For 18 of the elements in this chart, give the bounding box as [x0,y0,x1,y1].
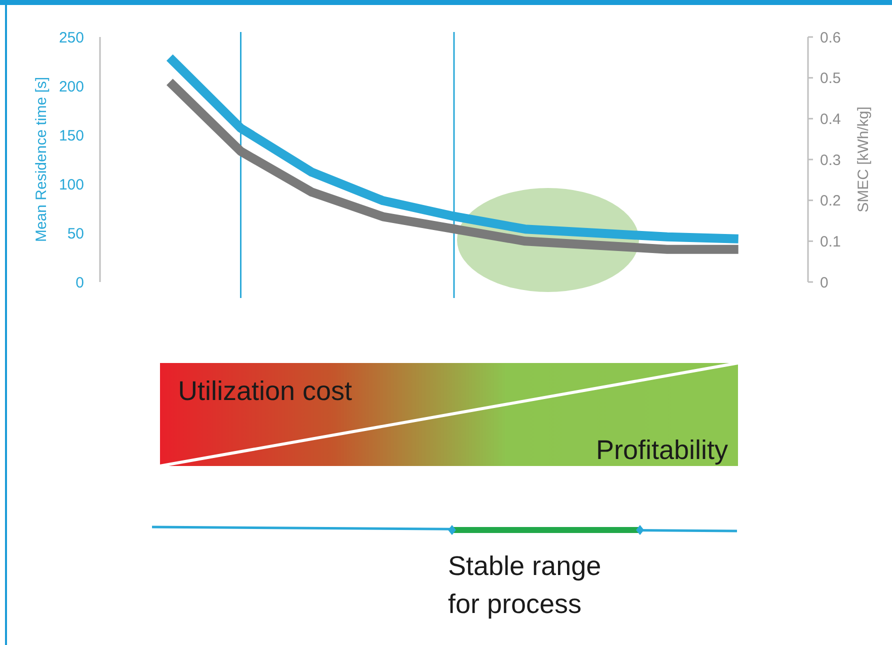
y-tick-label: 0 [76,274,84,292]
y-axis-title: Mean Residence time [s] [33,76,50,242]
y2-tick-label: 0.3 [820,152,841,169]
y2-tick-label: 0.2 [820,192,841,210]
text: Profitability [596,435,728,465]
y2-tick-label: 0.6 [820,29,841,46]
y2-tick-label: 0 [820,274,828,292]
y-tick-label: 250 [58,29,84,46]
text: Utilization cost [178,376,353,406]
y-tick-label: 150 [58,127,84,144]
y2-tick-label: 0.1 [820,233,841,250]
y-tick-label: 50 [67,225,84,242]
text: Stable range for process [448,551,602,619]
y-tick-label: 200 [58,78,84,96]
y-tick-label: 100 [58,176,84,194]
y2-axis-title: SMEC [kWh/kg] [855,106,872,212]
y2-tick-label: 0.4 [820,110,841,128]
y2-tick-label: 0.5 [820,70,841,88]
